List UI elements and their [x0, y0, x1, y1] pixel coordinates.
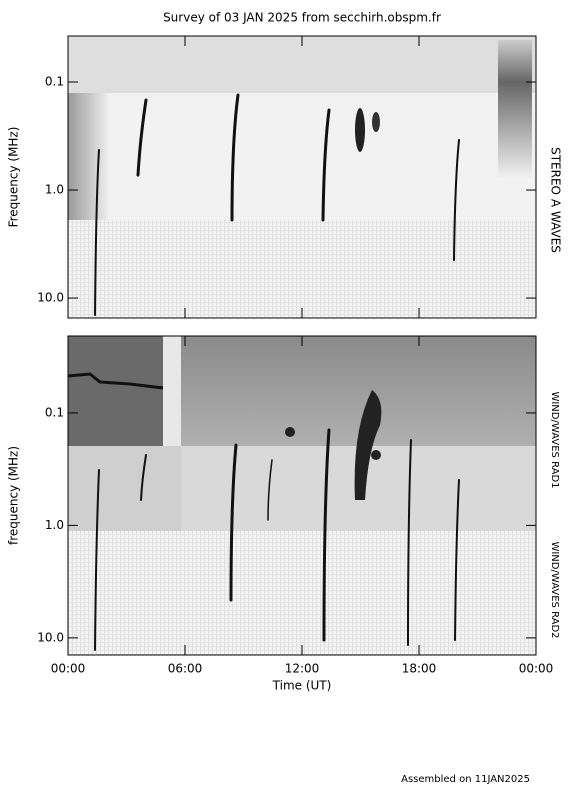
x-axis-label: Time (UT) — [272, 679, 332, 693]
y-axis-label: frequency (MHz) — [7, 446, 21, 545]
spectrogram-top — [68, 36, 536, 318]
y-tick-label: 1.0 — [45, 183, 64, 197]
chart-title: Survey of 03 JAN 2025 from secchirh.obsp… — [163, 11, 441, 25]
y-tick-label: 10.0 — [37, 630, 64, 644]
y-tick-label: 0.1 — [45, 405, 64, 419]
footer: Assembled on 11JAN2025 — [401, 774, 530, 785]
instrument-label: WIND/WAVES RAD1 — [549, 391, 560, 488]
y-tick-label: 10.0 — [37, 291, 64, 305]
x-tick-label: 18:00 — [402, 662, 437, 676]
y-tick-label: 0.1 — [45, 75, 64, 89]
instrument-label: STEREO A WAVES — [549, 147, 563, 253]
spectrogram-bottom — [67, 336, 536, 655]
x-tick-label: 06:00 — [168, 662, 203, 676]
x-tick-label: 00:00 — [519, 662, 554, 676]
x-tick-label: 00:00 — [51, 662, 86, 676]
x-tick-label: 12:00 — [285, 662, 320, 676]
y-tick-label: 1.0 — [45, 518, 64, 532]
instrument-label: WIND/WAVES RAD2 — [549, 541, 560, 638]
y-axis-label: Frequency (MHz) — [7, 127, 21, 228]
